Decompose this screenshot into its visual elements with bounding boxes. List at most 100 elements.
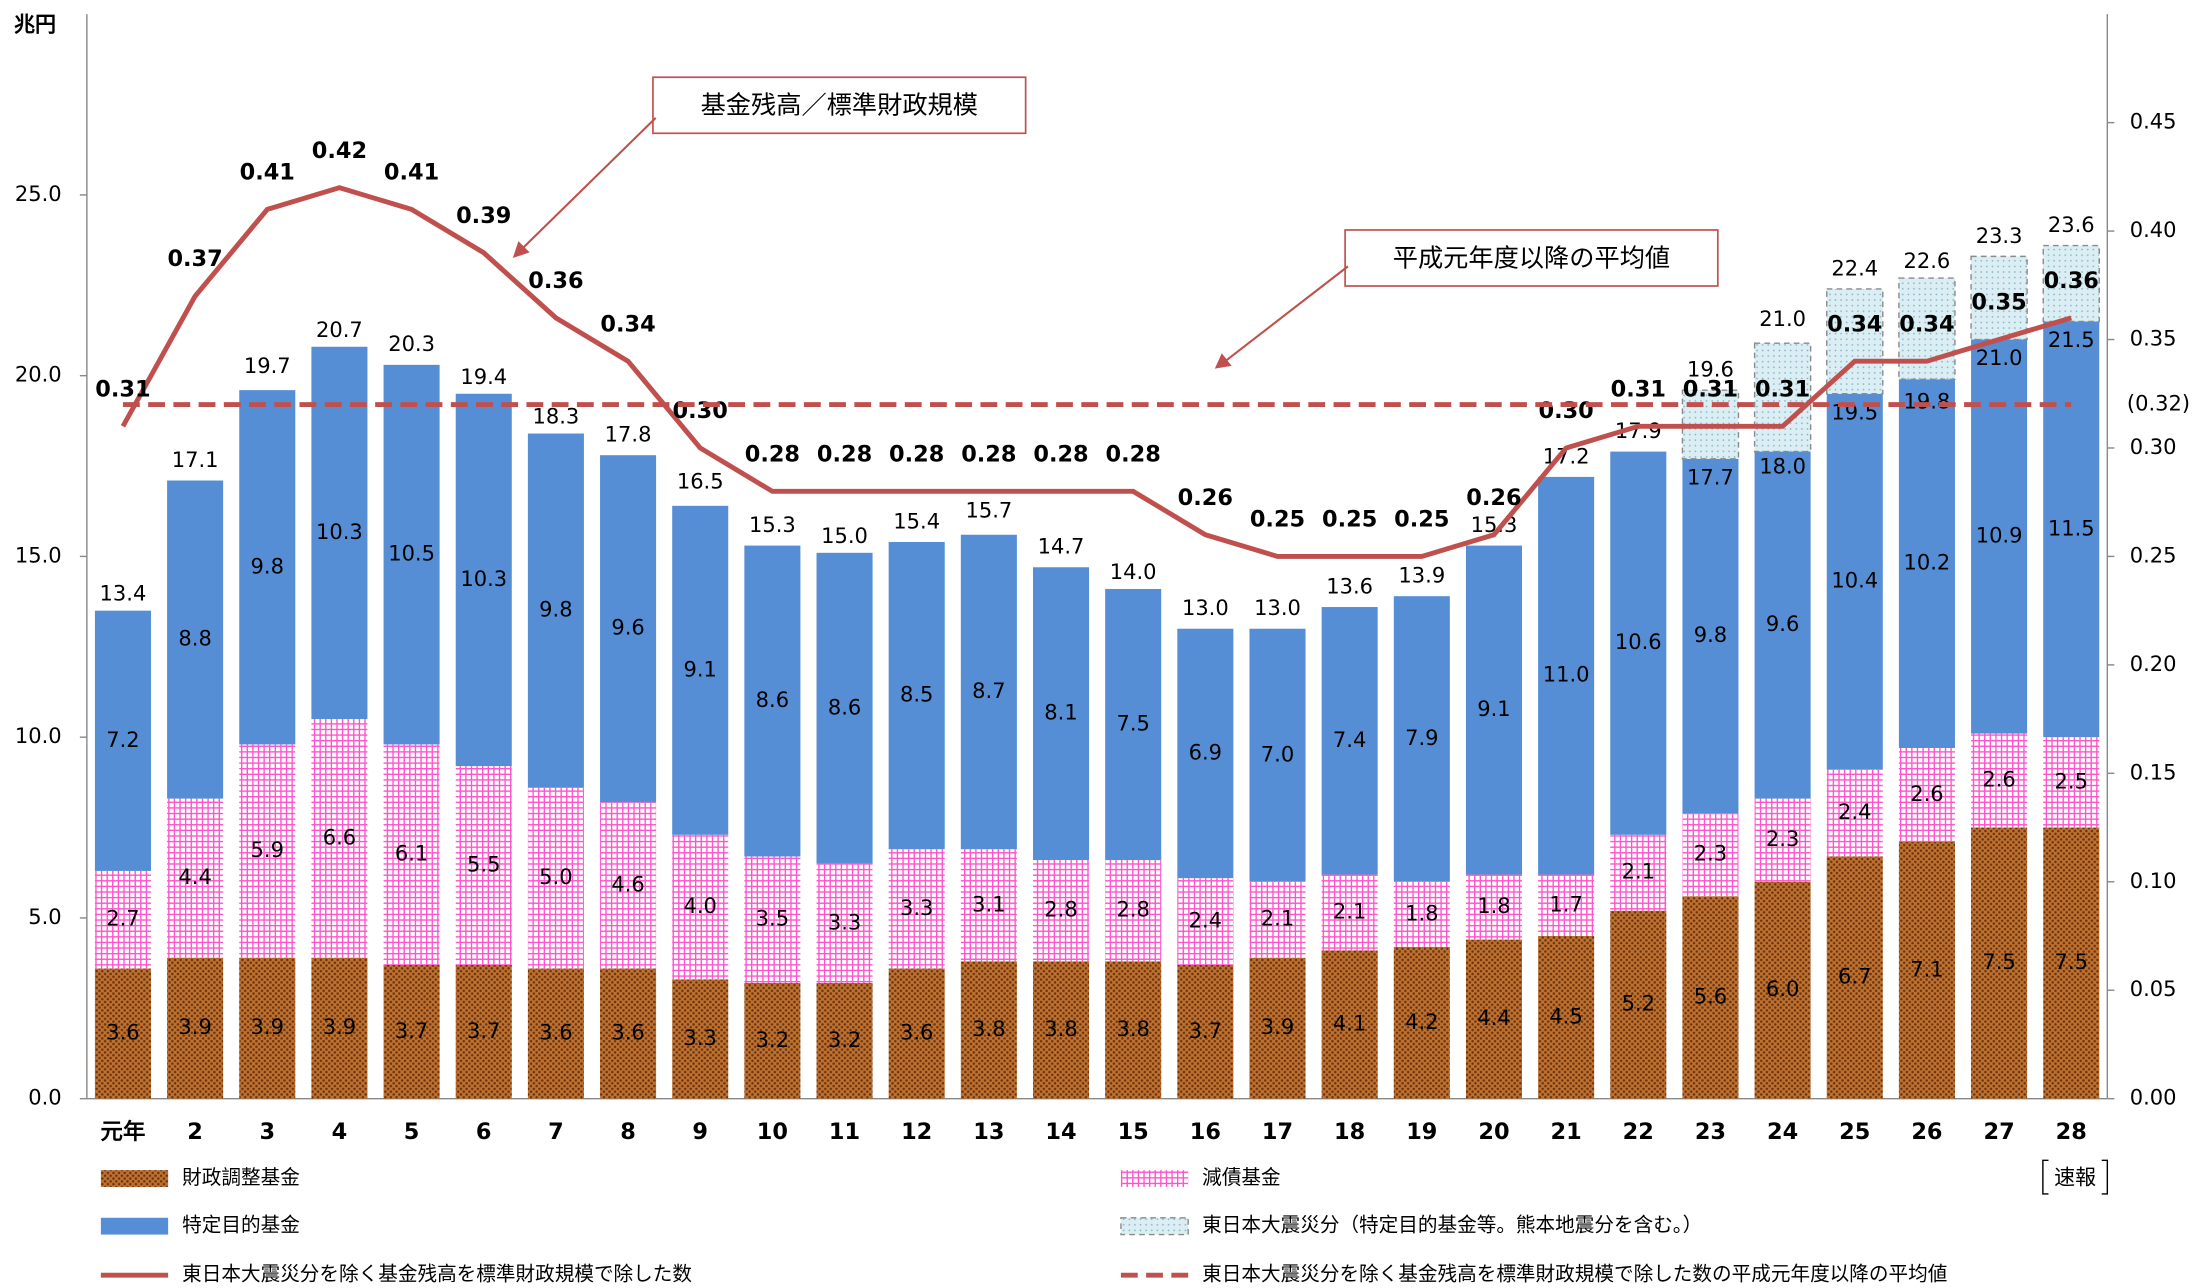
segment-label: 3.9 (323, 1014, 356, 1039)
bar-segment (816, 982, 873, 1099)
y2-tick-label: 0.05 (2130, 976, 2177, 1001)
segment-label: 4.4 (178, 864, 211, 889)
total-label: 19.7 (244, 353, 291, 378)
segment-label: 3.6 (900, 1020, 933, 1045)
bar-segment (1105, 961, 1162, 1099)
segment-label: 3.6 (611, 1020, 644, 1045)
y-unit: 兆円 (14, 11, 56, 36)
bar-segment (672, 979, 729, 1099)
x-tick-label: 17 (1262, 1119, 1293, 1145)
total-label: 13.4 (100, 581, 147, 606)
x-tick-label: 16 (1190, 1119, 1221, 1145)
segment-label: 9.8 (539, 597, 572, 622)
annotation-arrow (1223, 265, 1349, 363)
segment-label: 7.0 (1261, 741, 1294, 766)
segment-label: 9.1 (684, 656, 717, 681)
total-label: 13.6 (1326, 573, 1373, 598)
y2-tick-label: 0.30 (2130, 434, 2177, 459)
segment-label: 3.3 (828, 909, 861, 934)
total-label: 21.5 (2048, 327, 2095, 352)
x-tick-label: 3 (259, 1119, 275, 1145)
bar-segment (527, 433, 584, 788)
segment-label: 4.1 (1333, 1011, 1366, 1036)
segment-label: 7.1 (1910, 956, 1943, 981)
segment-label: 3.2 (828, 1027, 861, 1052)
ratio-label: 0.28 (745, 441, 800, 467)
bar-segment (527, 968, 584, 1099)
segment-label: 7.2 (106, 727, 139, 752)
bar-segment (1898, 748, 1955, 843)
segment-label: 10.4 (1831, 568, 1878, 593)
y-tick-label: 20.0 (15, 362, 62, 387)
ratio-label: 0.34 (1899, 311, 1954, 337)
y-tick-label: 10.0 (15, 723, 62, 748)
legend-label: 東日本大震災分（特定目的基金等。熊本地震分を含む。） (1202, 1214, 1702, 1237)
segment-label: 2.1 (1333, 899, 1366, 924)
bar-segment (1826, 769, 1883, 857)
segment-label: 3.6 (106, 1020, 139, 1045)
x-tick-label: 10 (757, 1119, 788, 1145)
legend-label: 東日本大震災分を除く基金残高を標準財政規模で除した数の平成元年度以降の平均値 (1202, 1263, 1947, 1286)
bar-segment (1032, 860, 1090, 962)
bar-segment (1249, 881, 1306, 958)
bar-segment (94, 610, 151, 871)
ratio-label: 0.42 (312, 138, 367, 164)
segment-label: 2.1 (1261, 906, 1294, 931)
bar-segment (1898, 379, 1955, 749)
ratio-label: 0.28 (1106, 441, 1161, 467)
bar-segment (1393, 596, 1450, 882)
y2-tick-label: 0.10 (2130, 868, 2177, 893)
bar-segment (94, 870, 151, 969)
x-tick-label: 24 (1767, 1119, 1798, 1145)
segment-label: 3.3 (900, 895, 933, 920)
legend-label: 減債基金 (1202, 1166, 1281, 1189)
segment-label: 2.5 (2055, 768, 2088, 793)
segment-label: 2.3 (1694, 841, 1727, 866)
segment-label: 3.9 (251, 1014, 284, 1039)
segment-label: 4.0 (684, 893, 717, 918)
bar-segment (1032, 961, 1090, 1099)
note: 速報 (2054, 1165, 2096, 1190)
segment-label: 2.3 (1766, 826, 1799, 851)
bar-segment (1971, 733, 2028, 828)
total-label: 18.0 (1759, 454, 1806, 479)
segment-label: 2.8 (1044, 897, 1077, 922)
y-tick-label: 25.0 (15, 181, 62, 206)
segment-label: 6.1 (395, 841, 428, 866)
bar-segment (1249, 628, 1306, 882)
total-label: 15.0 (821, 523, 868, 548)
segment-label: 3.8 (972, 1016, 1005, 1041)
segment-label: 6.9 (1189, 739, 1222, 764)
total-label: 20.3 (388, 331, 435, 356)
bar-segment (1321, 607, 1378, 875)
y2-tick-label: 0.15 (2130, 759, 2177, 784)
segment-label: 6.7 (1838, 964, 1871, 989)
bar-segment (888, 541, 945, 850)
bar-segment (1249, 957, 1306, 1099)
x-tick-label: 元年 (101, 1118, 146, 1145)
bar-segment (383, 744, 440, 965)
arrow-head (512, 241, 530, 258)
segment-label: 8.7 (972, 678, 1005, 703)
segment-label: 2.7 (106, 906, 139, 931)
bar-segment (1754, 451, 1811, 799)
bar-segment (455, 766, 512, 965)
bar-segment (1538, 874, 1595, 936)
ratio-label: 0.26 (1466, 485, 1521, 511)
ratio-line (120, 185, 2072, 559)
segment-label: 3.6 (539, 1020, 572, 1045)
segment-label: 8.1 (1044, 700, 1077, 725)
bar-segment (1393, 881, 1450, 947)
ratio-label: 0.30 (673, 398, 728, 424)
ratio-label: 0.39 (456, 203, 511, 229)
segment-label: 10.9 (1976, 523, 2023, 548)
segment-label: 5.2 (1622, 991, 1655, 1016)
ratio-label: 0.25 (1250, 506, 1305, 532)
annotation: 平成元年度以降の平均値 (1393, 243, 1670, 272)
y2-tick-label: 0.00 (2130, 1085, 2177, 1110)
annotation-arrow (520, 117, 657, 251)
bar-segment (1682, 813, 1739, 897)
segment-label: 9.8 (251, 553, 284, 578)
segment-label: 10.3 (460, 566, 507, 591)
